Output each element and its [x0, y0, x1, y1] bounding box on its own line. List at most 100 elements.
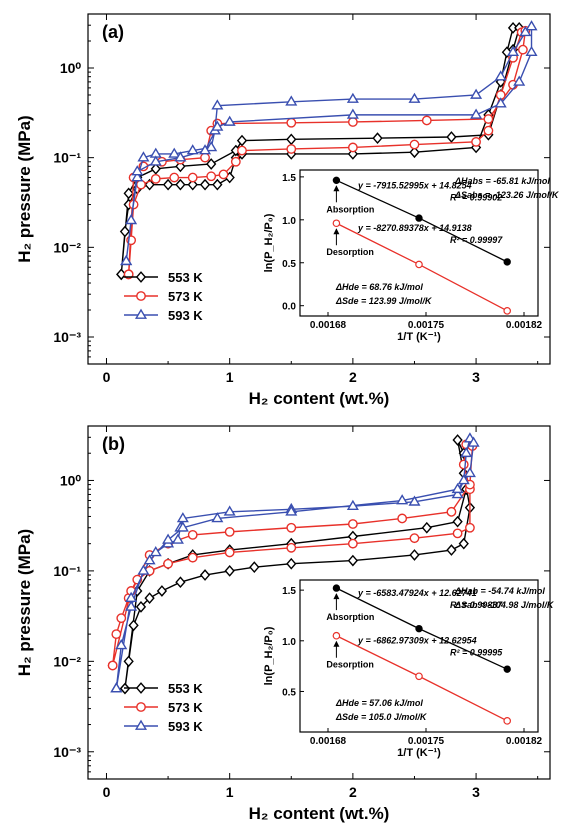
- series-573-K: [107, 439, 478, 671]
- desorption-fit-equation: y = -8270.89378x + 14.9138: [357, 223, 472, 233]
- data-point: [346, 108, 359, 119]
- inset-y-tick-label: 0.5: [282, 259, 296, 270]
- data-point: [218, 169, 229, 180]
- data-point: [470, 108, 483, 119]
- data-point: [347, 142, 358, 153]
- data-point: [494, 97, 507, 108]
- inset-series-absorption: [332, 584, 511, 673]
- abs-entropy: ΔSabs = -123.26 J/mol/K: [454, 190, 560, 200]
- data-point: [421, 521, 432, 534]
- x-tick-label: 1: [226, 784, 234, 800]
- data-point: [446, 544, 457, 556]
- data-point: [169, 172, 180, 183]
- x-tick-label: 0: [103, 369, 111, 385]
- data-point: [285, 95, 298, 106]
- data-point: [483, 114, 494, 124]
- abs-enthalpy: ΔHab = -54.74 kJ/mol: [454, 586, 545, 596]
- data-point: [409, 549, 420, 561]
- legend-label: 553 K: [168, 270, 203, 285]
- inset-x-title: 1/T (K⁻¹): [397, 331, 441, 343]
- des-entropy: ΔSde = 123.99 J/mol/K: [335, 296, 433, 306]
- inset-x-tick-label: 0.00182: [506, 736, 543, 747]
- desorption-label: Desorption: [326, 247, 374, 257]
- inset-x-tick-label: 0.00175: [408, 320, 445, 331]
- data-point: [135, 601, 147, 613]
- y-tick-label: 10⁻³: [53, 744, 81, 760]
- inset-x-tick-label: 0.00168: [310, 736, 347, 747]
- data-point: [223, 115, 236, 126]
- legend-marker: [136, 702, 146, 712]
- data-point: [230, 156, 241, 167]
- data-point: [150, 173, 161, 184]
- data-point: [458, 537, 469, 550]
- inset-point: [503, 258, 511, 266]
- data-point: [460, 446, 473, 458]
- data-point: [346, 499, 359, 510]
- x-tick-label: 3: [472, 369, 480, 385]
- data-point: [286, 522, 297, 533]
- desorption-fit-equation: y = -6862.97309x + 12.62954: [357, 636, 477, 646]
- data-point: [116, 613, 127, 624]
- data-point: [470, 88, 483, 99]
- inset-y-tick-label: 1.5: [282, 586, 296, 597]
- legend-label: 593 K: [168, 308, 203, 323]
- data-point: [451, 482, 464, 494]
- data-point: [156, 585, 168, 597]
- data-point: [471, 136, 481, 147]
- data-point: [199, 144, 212, 155]
- data-point: [249, 561, 260, 574]
- data-point: [347, 519, 358, 529]
- inset-point: [332, 584, 341, 592]
- inset-point: [415, 624, 423, 633]
- data-point: [452, 434, 463, 446]
- data-point: [463, 466, 476, 478]
- y-tick-label: 10⁰: [60, 472, 82, 488]
- inset-y-tick-label: 1.5: [282, 173, 296, 184]
- data-point: [452, 528, 463, 539]
- inset-point: [415, 672, 423, 681]
- x-tick-label: 2: [349, 369, 357, 385]
- y-tick-label: 10⁻³: [53, 329, 81, 345]
- data-point: [446, 131, 457, 143]
- data-point: [131, 171, 144, 182]
- abs-entropy: ΔSab = -104.98 J/mol/K: [454, 600, 555, 610]
- data-point: [286, 117, 297, 128]
- data-point: [224, 565, 235, 577]
- data-point: [467, 436, 480, 447]
- inset-series-desorption: [332, 631, 512, 725]
- legend-marker: [136, 291, 146, 301]
- data-point: [286, 542, 297, 553]
- data-point: [205, 141, 218, 152]
- inset-y-tick-label: 0.0: [282, 302, 296, 313]
- data-point: [107, 660, 118, 671]
- data-point: [175, 576, 186, 589]
- data-point: [175, 178, 186, 191]
- y-tick-label: 10⁻¹: [53, 563, 81, 579]
- inset-chart: 0.00168 0.00175 0.00182 0.5 1.0 1.5 1/T (K⁻¹) l…: [263, 579, 555, 759]
- x-axis-title: H₂ content (wt.%): [249, 804, 390, 823]
- data-point: [123, 187, 134, 200]
- inset-y-tick-label: 1.0: [282, 216, 296, 227]
- data-point: [409, 533, 420, 544]
- data-point: [143, 554, 156, 565]
- data-point: [211, 512, 224, 523]
- data-point: [125, 213, 138, 225]
- legend-marker: [135, 682, 147, 694]
- data-point: [115, 639, 128, 650]
- data-point: [483, 125, 494, 136]
- des-enthalpy: ΔHde = 68.76 kJ/mol: [335, 282, 423, 292]
- data-point: [176, 521, 189, 532]
- inset-point: [415, 260, 423, 269]
- data-point: [452, 515, 463, 528]
- inset-frame: [299, 169, 539, 317]
- series-593-K: [110, 432, 480, 693]
- inset-chart: 0.00168 0.00175 0.00182 0.0 0.5 1.0 1.5 1/T (K⁻…: [263, 169, 560, 343]
- data-point: [137, 564, 150, 575]
- plot-frame: [87, 13, 551, 365]
- inset-point: [332, 219, 341, 228]
- data-point: [125, 591, 138, 602]
- legend: 553 K 573 K 593 K: [124, 270, 203, 323]
- x-tick-label: 2: [349, 784, 357, 800]
- data-point: [446, 506, 457, 517]
- data-point: [286, 133, 297, 146]
